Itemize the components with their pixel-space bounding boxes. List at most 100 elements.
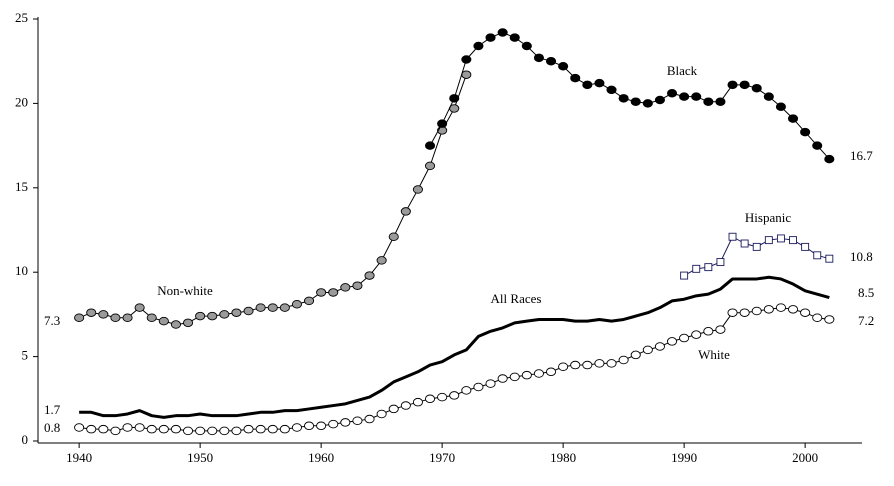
point — [110, 426, 121, 436]
point — [751, 83, 762, 93]
point — [716, 258, 725, 267]
point — [473, 382, 484, 392]
point — [219, 426, 230, 436]
point — [400, 401, 411, 410]
point — [509, 33, 520, 42]
point — [728, 232, 737, 241]
point — [255, 424, 266, 434]
point — [812, 313, 823, 323]
point — [691, 330, 702, 339]
point — [606, 359, 617, 368]
point — [243, 306, 254, 316]
point — [680, 271, 689, 280]
point — [376, 256, 387, 265]
point — [134, 303, 145, 312]
point — [195, 311, 206, 321]
point — [158, 316, 169, 326]
point — [751, 306, 762, 316]
point — [449, 94, 460, 103]
point — [267, 424, 278, 434]
point — [654, 342, 665, 351]
point — [303, 421, 315, 431]
point — [691, 92, 702, 101]
point — [340, 283, 351, 292]
point — [763, 305, 774, 314]
point — [704, 263, 713, 272]
point — [424, 161, 436, 171]
point — [776, 234, 785, 243]
point — [437, 119, 448, 128]
point — [449, 391, 460, 400]
point — [692, 264, 701, 273]
point — [775, 303, 786, 312]
point — [666, 89, 678, 98]
value-label: 1.7 — [44, 402, 61, 417]
point — [570, 73, 581, 83]
point — [255, 303, 266, 312]
point — [424, 141, 436, 150]
point — [400, 207, 411, 216]
point — [521, 370, 532, 380]
point — [752, 242, 761, 251]
point — [763, 92, 774, 101]
point — [74, 313, 85, 323]
point — [630, 350, 641, 360]
point — [231, 308, 242, 317]
y-tick-label: 5 — [22, 348, 29, 363]
point — [740, 239, 749, 248]
value-label: 7.3 — [44, 313, 60, 328]
point — [727, 80, 738, 90]
series-line — [429, 32, 830, 160]
series-label: Non-white — [157, 283, 213, 298]
point — [122, 423, 133, 432]
point — [316, 421, 327, 431]
point — [182, 318, 194, 328]
series-label: White — [698, 347, 730, 362]
point — [134, 423, 145, 432]
point — [243, 424, 254, 434]
x-tick-label: 1990 — [671, 450, 697, 465]
point — [207, 311, 218, 321]
point — [98, 310, 109, 319]
point — [170, 320, 181, 329]
point — [558, 62, 569, 71]
point — [618, 94, 629, 103]
point — [303, 296, 315, 306]
point — [182, 426, 194, 436]
value-label: 10.8 — [850, 249, 873, 264]
x-tick-label: 1960 — [308, 450, 334, 465]
series-label: Hispanic — [745, 210, 791, 225]
series-line — [78, 74, 467, 326]
y-tick-label: 20 — [15, 94, 28, 109]
point — [461, 386, 472, 395]
point — [328, 419, 339, 429]
point — [570, 360, 581, 370]
point — [279, 303, 290, 312]
point — [618, 355, 629, 365]
point — [352, 281, 363, 290]
point — [800, 127, 811, 137]
x-tick-label: 1940 — [66, 450, 92, 465]
point — [352, 416, 363, 425]
point — [594, 78, 605, 88]
point — [316, 288, 327, 297]
series-line — [79, 275, 830, 419]
point — [485, 33, 496, 42]
point — [545, 56, 557, 66]
point — [813, 251, 822, 260]
point — [509, 372, 520, 382]
point — [328, 288, 339, 297]
point — [412, 397, 423, 407]
point — [364, 414, 375, 424]
point — [812, 141, 823, 150]
point — [364, 271, 375, 280]
point — [558, 362, 569, 371]
point — [207, 426, 218, 436]
point — [642, 99, 653, 108]
point — [279, 424, 290, 434]
point — [376, 409, 387, 419]
point — [824, 154, 835, 164]
series-line — [79, 307, 830, 432]
point — [582, 360, 593, 370]
